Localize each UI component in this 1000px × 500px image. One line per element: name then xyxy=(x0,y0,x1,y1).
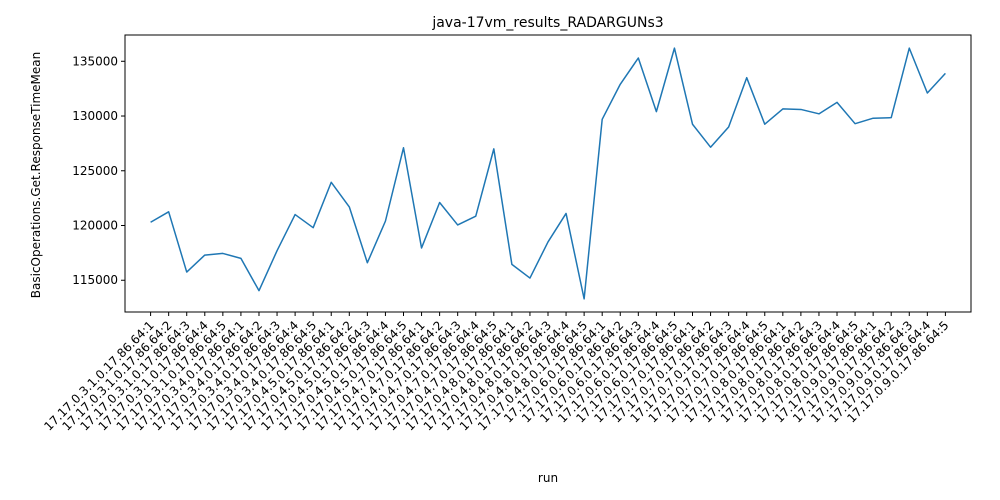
data-point xyxy=(222,252,224,254)
data-point xyxy=(764,123,766,125)
data-point xyxy=(276,250,278,252)
data-point xyxy=(421,247,423,249)
y-axis: 115000 120000 125000 130000 135000 xyxy=(72,54,125,287)
data-point xyxy=(348,206,350,208)
data-point xyxy=(240,257,242,259)
data-point xyxy=(746,77,748,79)
data-point xyxy=(601,118,603,120)
x-axis: 17.17.0.3.1.0.17.86.64:117.17.0.3.1.0.17… xyxy=(41,312,952,434)
data-point xyxy=(547,241,549,243)
data-point xyxy=(692,123,694,125)
data-point xyxy=(312,227,314,229)
x-axis-label: run xyxy=(538,471,558,485)
data-point xyxy=(384,220,386,222)
data-point xyxy=(511,263,513,265)
chart-title: java-17vm_results_RADARGUNs3 xyxy=(431,15,663,31)
data-point xyxy=(710,146,712,148)
data-point xyxy=(854,123,856,125)
data-point xyxy=(800,108,802,110)
y-tick-label: 135000 xyxy=(72,54,118,68)
series-line xyxy=(150,47,946,300)
data-point xyxy=(673,47,675,49)
y-tick-label: 130000 xyxy=(72,109,118,123)
data-point xyxy=(583,298,585,300)
data-point xyxy=(204,254,206,256)
data-point xyxy=(872,117,874,119)
data-point xyxy=(529,277,531,279)
data-point xyxy=(782,108,784,110)
data-point xyxy=(493,148,495,150)
data-point xyxy=(186,271,188,273)
data-point xyxy=(258,290,260,292)
data-point xyxy=(908,47,910,49)
data-point xyxy=(330,181,332,183)
data-point xyxy=(818,113,820,115)
data-point xyxy=(475,215,477,217)
data-point xyxy=(890,117,892,119)
y-axis-label: BasicOperations.Get.ResponseTimeMean xyxy=(29,52,43,298)
plot-area xyxy=(150,47,946,300)
data-point xyxy=(926,92,928,94)
data-point xyxy=(637,57,639,59)
data-point xyxy=(439,202,441,204)
data-point xyxy=(402,147,404,149)
data-point xyxy=(150,221,152,223)
data-point xyxy=(836,101,838,103)
data-point xyxy=(168,211,170,213)
data-point xyxy=(565,212,567,214)
y-tick-label: 120000 xyxy=(72,219,118,233)
data-point xyxy=(655,111,657,113)
data-point xyxy=(366,262,368,264)
data-point xyxy=(619,83,621,85)
y-tick-label: 125000 xyxy=(72,164,118,178)
y-tick-label: 115000 xyxy=(72,273,118,287)
data-point xyxy=(944,72,946,74)
data-point xyxy=(728,126,730,128)
data-point xyxy=(457,224,459,226)
data-point xyxy=(294,214,296,216)
